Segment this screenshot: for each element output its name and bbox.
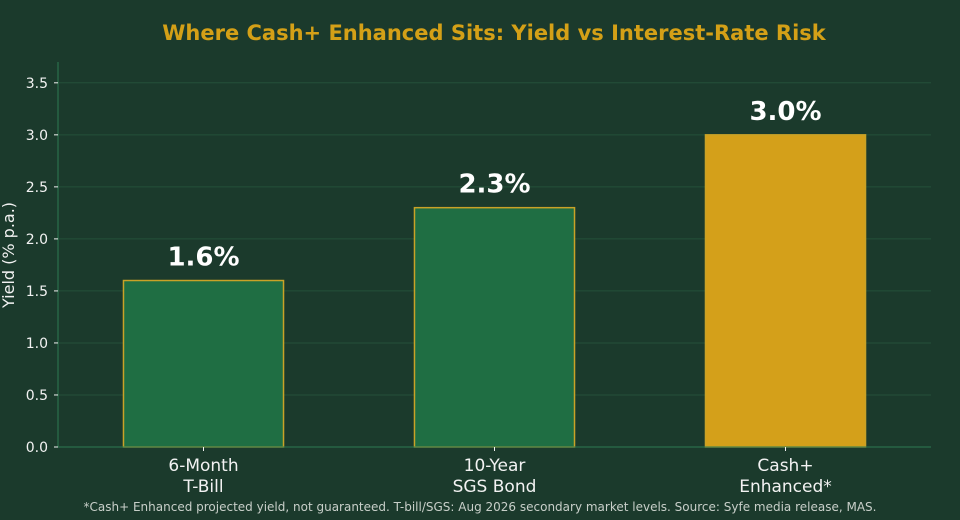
bar-value-label: 2.3% — [458, 170, 530, 200]
x-tick-label: Enhanced* — [739, 477, 832, 497]
bar-value-label: 3.0% — [749, 97, 821, 127]
x-tick-label: Cash+ — [757, 456, 813, 476]
y-axis-title: Yield (% p.a.) — [0, 202, 18, 309]
y-tick-label: 3.5 — [26, 76, 48, 92]
chart-title: Where Cash+ Enhanced Sits: Yield vs Inte… — [162, 21, 827, 45]
bar-value-label: 1.6% — [167, 243, 239, 273]
y-tick-label: 0.5 — [26, 388, 48, 404]
labels: 0.0 0.5 1.0 1.5 2.0 2.5 3.0 3.5 1.6% 6-MonthT-Bil… — [26, 76, 832, 497]
footnote: *Cash+ Enhanced projected yield, not gua… — [84, 500, 877, 514]
x-tick-label: 10-Year — [464, 456, 526, 476]
y-tick-label: 2.5 — [26, 180, 48, 196]
x-tick-label: T-Bill — [182, 477, 223, 497]
y-tick-label: 0.0 — [26, 440, 48, 456]
bar — [413, 206, 576, 448]
y-tick-label: 3.0 — [26, 128, 48, 144]
x-tick-label: 6-Month — [168, 456, 238, 476]
y-tick-label: 1.5 — [26, 284, 48, 300]
y-tick-label: 2.0 — [26, 232, 48, 248]
y-tick-label: 1.0 — [26, 336, 48, 352]
bar — [122, 279, 285, 448]
bar — [704, 134, 867, 448]
x-tick-label: SGS Bond — [453, 477, 537, 497]
bars — [122, 134, 867, 448]
